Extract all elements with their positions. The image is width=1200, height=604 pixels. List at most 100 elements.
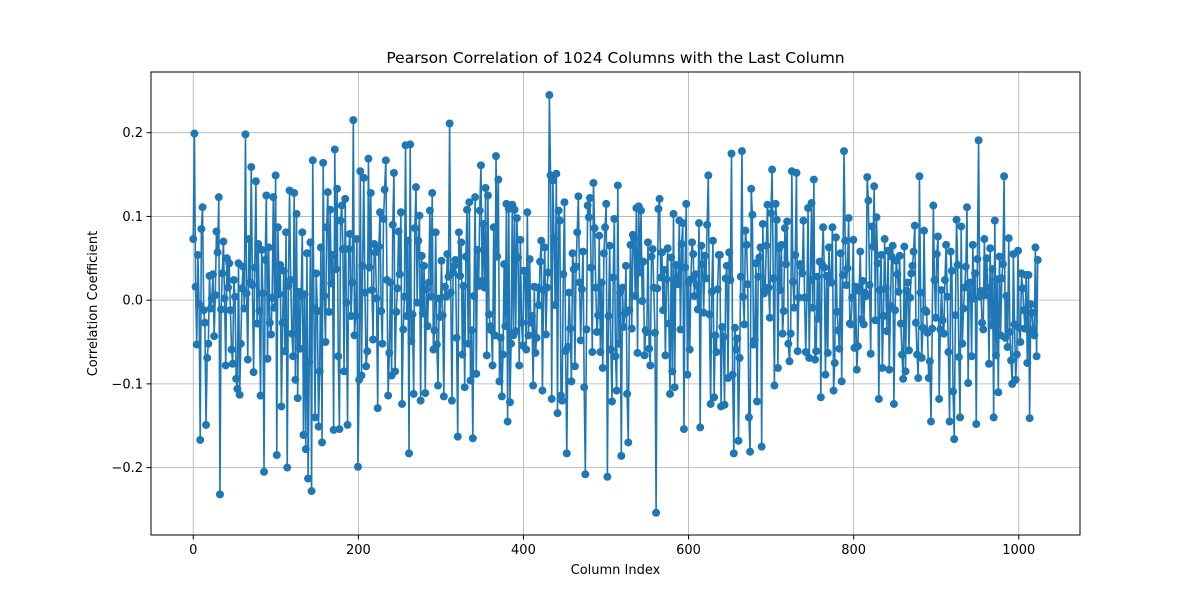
data-point (445, 119, 454, 128)
data-point (353, 462, 362, 471)
data-point (896, 319, 905, 328)
data-point (652, 508, 661, 517)
data-point (400, 292, 409, 301)
x-tick-label: 1000 (1002, 543, 1035, 558)
y-tick-label: 0.2 (122, 126, 143, 141)
data-point (584, 213, 593, 222)
data-point (240, 304, 249, 313)
data-point (601, 223, 610, 232)
data-point (305, 358, 314, 367)
data-point (730, 323, 739, 332)
data-point (253, 319, 262, 328)
data-point (928, 324, 937, 333)
data-point (802, 293, 811, 302)
data-point (932, 250, 941, 259)
data-point (898, 350, 907, 359)
data-point (475, 206, 484, 215)
data-point (960, 283, 969, 292)
data-point (1033, 255, 1042, 264)
data-point (664, 319, 673, 328)
data-point (627, 324, 636, 333)
data-point (935, 394, 944, 403)
data-point (633, 348, 642, 357)
data-point (698, 260, 707, 269)
data-point (985, 359, 994, 368)
data-point (515, 361, 524, 370)
data-point (877, 250, 886, 259)
data-point (227, 345, 236, 354)
data-point (882, 327, 891, 336)
data-point (480, 283, 489, 292)
data-point (517, 318, 526, 327)
data-point (973, 255, 982, 264)
data-point (215, 490, 224, 499)
data-point (1012, 350, 1021, 359)
data-point (472, 369, 481, 378)
data-point (358, 261, 367, 270)
data-point (570, 362, 579, 371)
y-tick-label: 0.1 (122, 210, 143, 225)
data-point (643, 238, 652, 247)
data-point (642, 327, 651, 336)
data-point (343, 420, 352, 429)
data-point (610, 214, 619, 223)
data-point (663, 244, 672, 253)
data-point (743, 280, 752, 289)
data-point (243, 355, 252, 364)
data-point (1014, 246, 1023, 255)
data-point (972, 420, 981, 429)
data-point (792, 168, 801, 177)
data-point (779, 307, 788, 316)
data-point (618, 283, 627, 292)
y-tick-label: 0.0 (122, 294, 143, 309)
data-point (562, 449, 571, 458)
data-point (711, 331, 720, 340)
data-point (696, 423, 705, 432)
data-point (407, 337, 416, 346)
data-point (770, 381, 779, 390)
data-point (606, 345, 615, 354)
data-point (440, 282, 449, 291)
data-point (345, 230, 354, 239)
data-point (451, 255, 460, 264)
data-point (990, 216, 999, 225)
data-point (577, 285, 586, 294)
data-point (798, 269, 807, 278)
data-point (755, 253, 764, 262)
data-point (315, 367, 324, 376)
data-point (206, 304, 215, 313)
data-point (939, 329, 948, 338)
data-point (219, 237, 228, 246)
data-point (930, 276, 939, 285)
data-point (276, 260, 285, 269)
data-point (374, 242, 383, 251)
data-point (666, 389, 675, 398)
data-point (254, 240, 263, 249)
data-point (727, 149, 736, 158)
data-point (925, 357, 934, 366)
data-point (454, 228, 463, 237)
data-point (250, 263, 259, 272)
data-point (741, 226, 750, 235)
data-point (299, 430, 308, 439)
data-point (192, 340, 201, 349)
data-point (689, 250, 698, 259)
data-point (997, 274, 1006, 283)
data-point (598, 363, 607, 372)
data-point (537, 236, 546, 245)
data-point (483, 191, 492, 200)
data-point (956, 413, 965, 422)
data-point (849, 235, 858, 244)
data-point (813, 272, 822, 281)
data-point (218, 269, 227, 278)
data-point (722, 261, 731, 270)
data-point (572, 262, 581, 271)
data-point (385, 348, 394, 357)
data-point (888, 241, 897, 250)
data-point (489, 223, 498, 232)
data-point (626, 240, 635, 249)
data-point (917, 353, 926, 362)
data-point (614, 339, 623, 348)
data-point (439, 392, 448, 401)
data-point (413, 298, 422, 307)
